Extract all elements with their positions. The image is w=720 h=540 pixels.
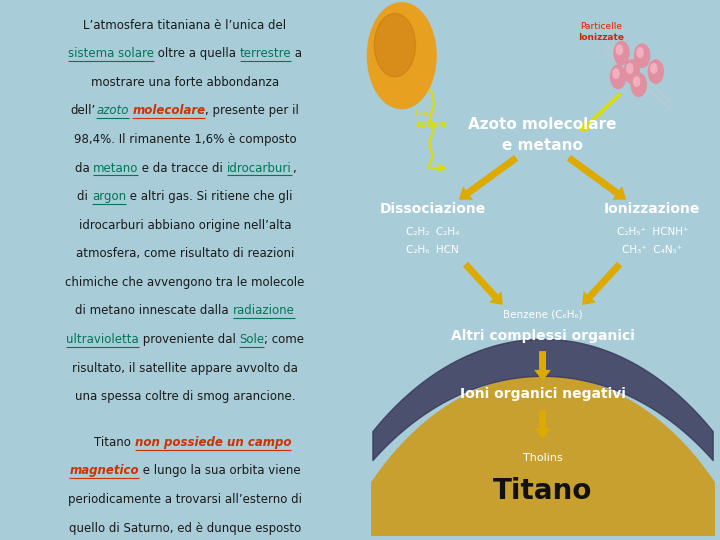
Text: molecolare: molecolare: [132, 104, 205, 117]
Text: da: da: [75, 161, 93, 174]
Text: e lungo la sua orbita viene: e lungo la sua orbita viene: [139, 464, 301, 477]
Text: 98,4%. Il rimanente 1,6% è composto: 98,4%. Il rimanente 1,6% è composto: [73, 133, 297, 146]
Text: Ioni organici negativi: Ioni organici negativi: [459, 387, 626, 401]
Text: metano: metano: [93, 161, 138, 174]
Circle shape: [634, 44, 649, 68]
Text: magnetico: magnetico: [69, 464, 139, 477]
Text: sistema solare: sistema solare: [68, 47, 154, 60]
Circle shape: [624, 60, 639, 83]
Text: Particelle: Particelle: [580, 22, 622, 31]
Circle shape: [631, 73, 647, 97]
Text: terrestre: terrestre: [240, 47, 291, 60]
Text: Tholins: Tholins: [523, 453, 562, 463]
Text: ultravioletta: ultravioletta: [66, 333, 138, 346]
Text: Benzene (C₆H₆): Benzene (C₆H₆): [503, 310, 582, 320]
Text: mostrare una forte abbondanza: mostrare una forte abbondanza: [91, 76, 279, 89]
Text: radiazione: radiazione: [233, 305, 294, 318]
Text: Titano: Titano: [79, 436, 135, 449]
Text: L’atmosfera titaniana è l’unica del: L’atmosfera titaniana è l’unica del: [84, 18, 287, 32]
Text: solare: solare: [415, 120, 447, 129]
Circle shape: [374, 14, 415, 77]
Text: Ionizzazione: Ionizzazione: [604, 202, 701, 216]
Circle shape: [367, 3, 436, 109]
Circle shape: [613, 69, 619, 78]
Circle shape: [648, 60, 663, 83]
Text: e da tracce di: e da tracce di: [138, 161, 227, 174]
Text: non possiede un campo: non possiede un campo: [135, 436, 291, 449]
Text: C₂H₅⁺  HCNH⁺: C₂H₅⁺ HCNH⁺: [616, 227, 688, 237]
Text: una spessa coltre di smog arancione.: una spessa coltre di smog arancione.: [75, 390, 295, 403]
Text: C₂H₂  C₂H₄: C₂H₂ C₂H₄: [406, 227, 459, 237]
Circle shape: [651, 64, 657, 73]
Text: quello di Saturno, ed è dunque esposto: quello di Saturno, ed è dunque esposto: [69, 522, 301, 535]
Circle shape: [616, 45, 623, 55]
Text: a: a: [291, 47, 302, 60]
Text: Luce: Luce: [415, 110, 440, 118]
Text: atmosfera, come risultato di reazioni: atmosfera, come risultato di reazioni: [76, 247, 294, 260]
Text: risultato, il satellite appare avvolto da: risultato, il satellite appare avvolto d…: [72, 362, 298, 375]
Text: oltre a quella: oltre a quella: [154, 47, 240, 60]
Text: Altri complessi organici: Altri complessi organici: [451, 329, 634, 343]
Text: ,: ,: [292, 161, 295, 174]
Text: Dissociazione: Dissociazione: [379, 202, 486, 216]
Text: e metano: e metano: [502, 138, 583, 153]
Text: CH₃⁺  C₄N₅⁺: CH₃⁺ C₄N₅⁺: [622, 245, 683, 255]
Text: argon: argon: [92, 190, 126, 203]
Text: idrocarburi: idrocarburi: [227, 161, 292, 174]
Text: dell’: dell’: [71, 104, 96, 117]
Text: idrocarburi abbiano origine nell’alta: idrocarburi abbiano origine nell’alta: [78, 219, 292, 232]
Circle shape: [614, 42, 629, 65]
Text: C₂H₆  HCN: C₂H₆ HCN: [406, 245, 459, 255]
Text: chimiche che avvengono tra le molecole: chimiche che avvengono tra le molecole: [66, 276, 305, 289]
Circle shape: [611, 65, 626, 89]
Circle shape: [626, 64, 633, 73]
Text: proveniente dal: proveniente dal: [138, 333, 239, 346]
Text: azoto: azoto: [96, 104, 129, 117]
Text: periodicamente a trovarsi all’esterno di: periodicamente a trovarsi all’esterno di: [68, 493, 302, 506]
Text: di metano innescate dalla: di metano innescate dalla: [76, 305, 233, 318]
Text: e altri gas. Si ritiene che gli: e altri gas. Si ritiene che gli: [126, 190, 292, 203]
Text: Titano: Titano: [492, 477, 593, 505]
Text: Azoto molecolare: Azoto molecolare: [468, 117, 617, 132]
Text: ; come: ; come: [264, 333, 305, 346]
Text: Ionizzate: Ionizzate: [578, 32, 624, 42]
Text: , presente per il: , presente per il: [205, 104, 300, 117]
Text: di: di: [78, 190, 92, 203]
Text: Sole: Sole: [239, 333, 264, 346]
Circle shape: [637, 48, 643, 57]
Circle shape: [634, 77, 639, 86]
